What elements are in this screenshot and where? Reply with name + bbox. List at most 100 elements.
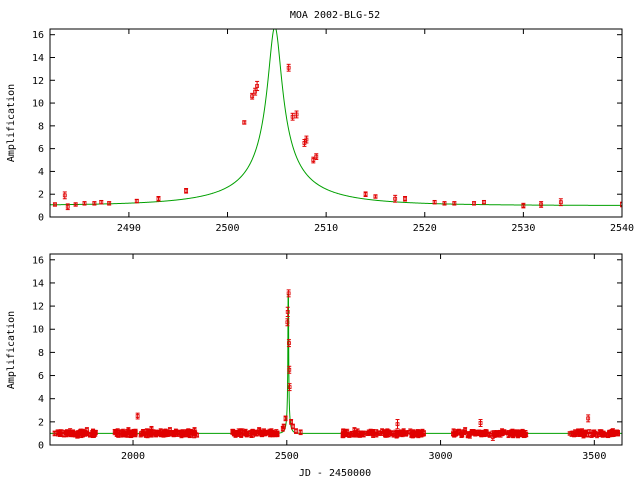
data-point xyxy=(373,194,378,199)
x-tick-label: 2510 xyxy=(314,223,338,234)
data-point xyxy=(578,430,583,437)
data-point xyxy=(285,306,290,318)
data-point xyxy=(156,195,161,202)
x-tick-label: 2540 xyxy=(610,223,634,234)
data-point xyxy=(311,156,316,164)
data-point xyxy=(468,430,473,435)
data-point xyxy=(478,419,483,427)
data-point xyxy=(492,430,497,436)
data-point xyxy=(363,191,368,197)
data-point xyxy=(615,430,620,435)
data-point xyxy=(286,63,291,72)
data-point xyxy=(80,428,85,436)
data-point xyxy=(255,80,260,92)
data-point xyxy=(75,430,80,437)
data-point xyxy=(290,112,295,121)
y-tick-label: 14 xyxy=(32,53,44,64)
y-tick-label: 2 xyxy=(38,190,44,201)
data-point xyxy=(403,195,408,202)
panel-zoom: 0 2 4 6 8 10 12 14 16 2490 2500 2510 2520 2530 2540 Am… xyxy=(6,28,634,234)
data-point xyxy=(274,429,279,436)
y-tick-label: 0 xyxy=(38,213,44,224)
y-tick-label: 0 xyxy=(38,441,44,452)
data-point xyxy=(574,431,579,436)
y-tick-label: 10 xyxy=(32,325,44,336)
data-point xyxy=(611,432,616,437)
data-point xyxy=(341,428,346,435)
data-point xyxy=(432,199,437,205)
data-point xyxy=(419,432,424,438)
data-point xyxy=(452,432,457,437)
data-point xyxy=(620,201,622,208)
x-tick-label: 2000 xyxy=(121,451,145,462)
data-point xyxy=(379,430,384,436)
y-tick-label: 16 xyxy=(32,30,44,41)
data-point xyxy=(452,201,457,206)
data-point xyxy=(345,428,350,435)
data-point xyxy=(243,429,248,436)
x-tick-label: 2520 xyxy=(413,223,437,234)
data-point xyxy=(60,429,65,434)
chart-title: MOA 2002-BLG-52 xyxy=(290,10,380,21)
data-point xyxy=(304,135,309,144)
model-curve xyxy=(50,293,622,434)
data-point xyxy=(286,339,291,348)
data-point xyxy=(353,430,358,435)
data-point xyxy=(482,432,487,437)
data-point xyxy=(521,202,526,209)
data-point xyxy=(359,430,364,437)
x-tick-label: 2530 xyxy=(511,223,535,234)
data-point xyxy=(374,431,379,436)
data-point xyxy=(175,429,180,435)
data-point xyxy=(601,431,606,437)
data-point xyxy=(52,202,57,207)
x-axis-label: JD - 2450000 xyxy=(299,468,371,479)
data-point xyxy=(63,430,68,435)
y-tick-label: 8 xyxy=(38,121,44,132)
data-point xyxy=(382,429,387,434)
data-point xyxy=(289,419,294,425)
data-point xyxy=(519,429,524,436)
data-point xyxy=(84,431,89,436)
data-point xyxy=(107,201,112,206)
data-point xyxy=(160,429,165,434)
data-point xyxy=(462,429,467,435)
data-point xyxy=(539,201,544,208)
data-point xyxy=(62,191,67,200)
model-curve-bottom xyxy=(50,293,622,434)
data-points-bottom xyxy=(52,289,621,441)
data-point xyxy=(146,431,151,436)
data-point xyxy=(294,110,299,119)
y-tick-label: 12 xyxy=(32,76,44,87)
data-point xyxy=(253,87,258,96)
data-point xyxy=(411,431,416,439)
data-point xyxy=(254,431,259,437)
data-point xyxy=(366,429,371,436)
data-point xyxy=(261,431,266,435)
data-point xyxy=(294,428,299,434)
y-tick-label: 6 xyxy=(38,371,44,382)
data-point xyxy=(135,412,140,420)
data-point xyxy=(182,432,187,437)
data-point xyxy=(298,429,303,436)
data-point xyxy=(421,430,426,436)
data-point xyxy=(281,423,286,430)
data-point xyxy=(471,429,476,436)
data-point xyxy=(184,188,189,194)
model-curve-top xyxy=(50,29,622,206)
y-tick-label: 14 xyxy=(32,278,44,289)
plot-frame-top xyxy=(49,28,623,218)
data-point xyxy=(82,201,87,206)
data-point xyxy=(287,365,292,374)
data-point xyxy=(511,431,516,436)
data-point xyxy=(395,432,400,438)
data-point xyxy=(558,198,563,207)
data-point xyxy=(287,383,292,392)
data-point xyxy=(607,430,612,437)
data-point xyxy=(393,194,398,203)
axes-bottom: 0 2 4 6 8 10 12 14 16 2000 2500 3000 3500 xyxy=(32,254,622,462)
data-point xyxy=(133,430,138,436)
data-points-top xyxy=(52,63,622,211)
data-point xyxy=(286,289,291,298)
data-point xyxy=(583,430,588,437)
